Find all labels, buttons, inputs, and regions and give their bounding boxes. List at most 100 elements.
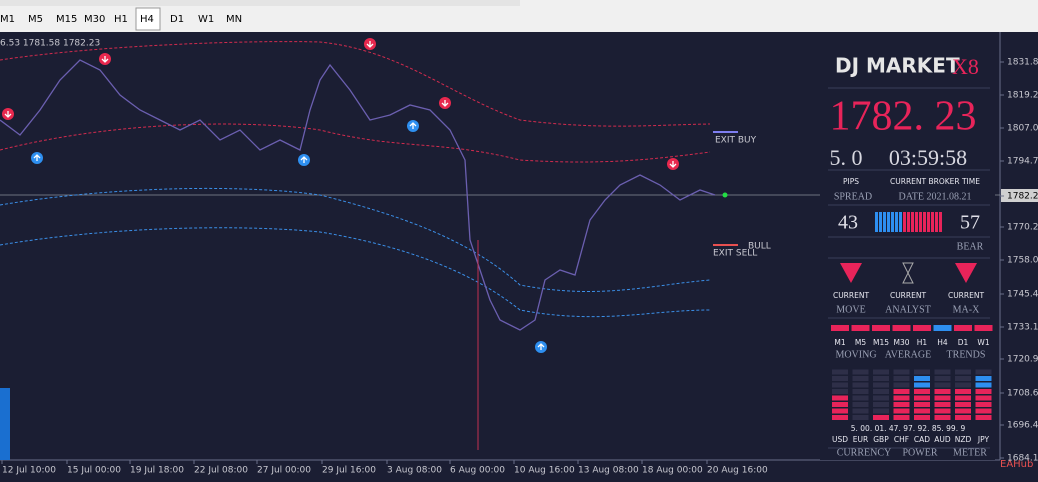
- time-label: 19 Jul 18:00: [130, 466, 184, 476]
- meter-cell: [934, 408, 951, 414]
- ma-timeframe: W1: [977, 338, 989, 347]
- arrow-glyph: [33, 154, 41, 161]
- watermark: EAHub: [1000, 459, 1033, 470]
- bear: BEAR: [957, 241, 984, 252]
- meter-cell: [893, 408, 910, 414]
- signal-label: MA-X: [953, 304, 980, 315]
- timeframe-button[interactable]: M30: [84, 14, 105, 25]
- timeframe-button[interactable]: D1: [170, 14, 184, 25]
- gauge: [875, 212, 942, 232]
- time-label: 15 Jul 00:00: [67, 466, 121, 476]
- meter-title: METER: [953, 447, 987, 458]
- meter-cell: [934, 376, 951, 381]
- gauge-cell: [875, 212, 878, 232]
- meter-cell: [832, 382, 848, 388]
- meter-cell: [832, 369, 848, 375]
- timeframe-button[interactable]: M5: [28, 14, 43, 25]
- spread-label: SPREAD: [834, 191, 872, 202]
- timeframe-button[interactable]: H4: [140, 14, 154, 25]
- price-dot: [722, 192, 728, 198]
- meter-cell: [873, 415, 889, 420]
- ma-timeframe: H1: [917, 338, 928, 347]
- bear-pct: 57: [960, 212, 980, 234]
- arrow-glyph: [4, 111, 12, 118]
- timeframe-button[interactable]: M1: [0, 14, 15, 25]
- meter-title: POWER: [903, 447, 938, 458]
- meter-cell: [955, 382, 971, 388]
- time-label: 27 Jul 00:00: [257, 466, 311, 476]
- meter-cell: [832, 402, 848, 407]
- meter-cell: [852, 369, 869, 375]
- time-label: 20 Aug 16:00: [707, 466, 768, 476]
- meter-cell: [893, 415, 910, 420]
- meter-cell: [893, 389, 910, 394]
- signal-top: CURRENT: [890, 291, 926, 300]
- gauge-cell: [887, 212, 890, 232]
- ohlc-text: 6.53 1781.58 1782.23: [0, 39, 100, 49]
- brand-suffix: X8: [952, 54, 979, 79]
- meter-cell: [914, 395, 930, 401]
- timeframe-button[interactable]: MN: [226, 14, 242, 25]
- meter-cell: [873, 382, 889, 388]
- gauge-cell: [911, 212, 914, 232]
- meter-cell: [873, 408, 889, 414]
- meter-cell: [873, 395, 889, 401]
- meter-cell: [934, 382, 951, 388]
- meter-cell: [893, 376, 910, 381]
- price-highlight: [1001, 189, 1038, 202]
- meter-cell: [893, 382, 910, 388]
- meter-cell: [955, 395, 971, 401]
- meter-cell: [975, 408, 992, 414]
- gauge-cell: [895, 212, 898, 232]
- timeframe-button[interactable]: H1: [114, 14, 128, 25]
- gauge-cell: [903, 212, 906, 232]
- meter-cell: [914, 376, 930, 381]
- price-label: 1807.00: [1007, 124, 1038, 134]
- meter-cell: [873, 402, 889, 407]
- spread-value: 5. 0: [830, 145, 863, 170]
- time-label: 22 Jul 08:00: [194, 466, 248, 476]
- arrow-glyph: [669, 161, 677, 168]
- meter-cell: [934, 402, 951, 407]
- timeframe-button[interactable]: M15: [56, 14, 77, 25]
- meter-cell: [893, 369, 910, 375]
- signal-label: ANALYST: [885, 304, 931, 315]
- meter-cell: [852, 408, 869, 414]
- signal-top: CURRENT: [948, 291, 984, 300]
- meter-cell: [914, 415, 930, 420]
- currency: AUD: [934, 435, 951, 444]
- exit-buy: EXIT BUY: [715, 136, 757, 146]
- gauge-cell: [879, 212, 882, 232]
- meter-cell: [914, 369, 930, 375]
- meter-cell: [955, 369, 971, 375]
- down-signal: [840, 263, 862, 283]
- currency: GBP: [873, 435, 889, 444]
- big-price: 1782. 23: [830, 94, 977, 140]
- gauge-cell: [939, 212, 942, 232]
- broker-time: 03:59:58: [889, 145, 967, 170]
- meter-cell: [955, 402, 971, 407]
- time-label: 3 Aug 08:00: [387, 466, 442, 476]
- gauge-cell: [907, 212, 910, 232]
- price-label: 1819.25: [1007, 91, 1038, 101]
- exit-sell: EXIT SELL: [713, 249, 757, 259]
- currency: EUR: [853, 435, 868, 444]
- meter-cell: [893, 402, 910, 407]
- meter-cell: [975, 415, 992, 420]
- ma-cell: [954, 325, 972, 331]
- lower-band: [0, 187, 711, 292]
- meter-cell: [934, 369, 951, 375]
- time-label: 18 Aug 00:00: [642, 466, 703, 476]
- signal-label: MOVE: [836, 304, 865, 315]
- ma-cell: [974, 325, 993, 331]
- time-label: 13 Aug 08:00: [578, 466, 639, 476]
- meter-cell: [873, 369, 889, 375]
- panel-dynamic: CURRENT MOVE CURRENT ANALYST CURRENT MA-X M1 M5…: [828, 169, 993, 458]
- timeframe-button[interactable]: W1: [198, 14, 214, 25]
- price-label: 1794.75: [1007, 157, 1038, 167]
- date: DATE 2021.08.21: [898, 191, 971, 202]
- price-label: 1782.23: [1007, 192, 1038, 202]
- currency: JPY: [977, 435, 990, 444]
- price-label: 1684.15: [1007, 454, 1038, 464]
